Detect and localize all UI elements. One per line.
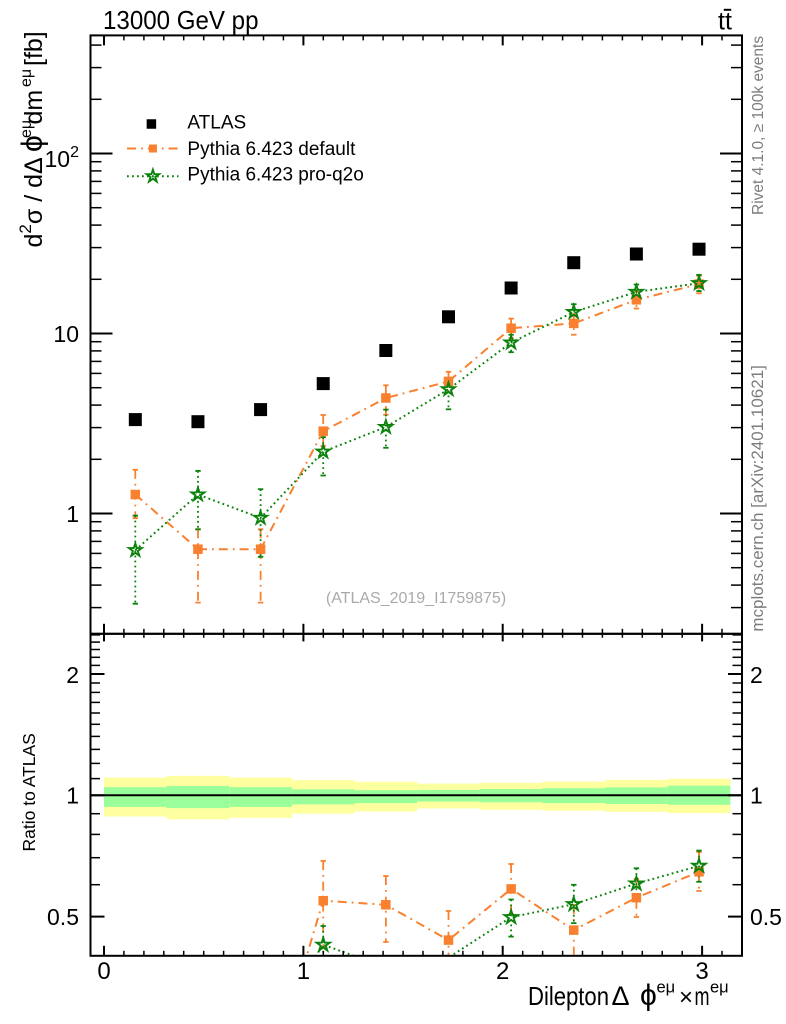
svg-text:0.5: 0.5 bbox=[47, 904, 79, 930]
svg-text:ATLAS: ATLAS bbox=[187, 113, 246, 134]
svg-text:2: 2 bbox=[66, 662, 79, 688]
svg-text:0.5: 0.5 bbox=[750, 904, 782, 930]
svg-text:tt: tt bbox=[718, 7, 732, 35]
svg-text:(ATLAS_2019_I1759875): (ATLAS_2019_I1759875) bbox=[326, 590, 506, 607]
svg-text:10: 10 bbox=[53, 321, 79, 347]
svg-text:Δ: Δ bbox=[612, 981, 630, 1011]
svg-text:eμ: eμ bbox=[657, 979, 676, 997]
svg-text:3: 3 bbox=[695, 958, 708, 985]
svg-text:2: 2 bbox=[496, 958, 509, 985]
svg-text:eμ: eμ bbox=[710, 979, 729, 997]
svg-text:d2σ / dΔ: d2σ / dΔ bbox=[16, 157, 48, 247]
svg-text:Pythia 6.423 default: Pythia 6.423 default bbox=[187, 139, 356, 160]
svg-text:ϕ: ϕ bbox=[640, 979, 657, 1012]
svg-text:mcplots.cern.ch [arXiv:2401.10: mcplots.cern.ch [arXiv:2401.10621] bbox=[748, 365, 767, 631]
svg-text:13000 GeV pp: 13000 GeV pp bbox=[103, 5, 259, 35]
svg-text:Ratio to ATLAS: Ratio to ATLAS bbox=[19, 733, 39, 851]
svg-text:1: 1 bbox=[750, 783, 763, 809]
svg-text:1: 1 bbox=[66, 501, 79, 527]
svg-text:Pythia 6.423 pro-q2o: Pythia 6.423 pro-q2o bbox=[187, 164, 363, 185]
svg-text:[fb]: [fb] bbox=[20, 31, 48, 66]
svg-text:m: m bbox=[695, 981, 710, 1011]
svg-text:2: 2 bbox=[750, 662, 763, 688]
svg-text:Dilepton: Dilepton bbox=[528, 981, 609, 1011]
svg-text:Rivet 4.1.0, ≥ 100k events: Rivet 4.1.0, ≥ 100k events bbox=[750, 36, 767, 215]
svg-text:ϕ: ϕ bbox=[16, 135, 49, 152]
svg-text:0: 0 bbox=[97, 958, 110, 985]
svg-text:dm: dm bbox=[20, 90, 48, 125]
svg-text:1: 1 bbox=[297, 958, 310, 985]
svg-text:1: 1 bbox=[66, 783, 79, 809]
svg-text:×: × bbox=[679, 984, 693, 1011]
svg-text:eμ: eμ bbox=[18, 69, 35, 87]
svg-text:eμ: eμ bbox=[18, 120, 35, 138]
